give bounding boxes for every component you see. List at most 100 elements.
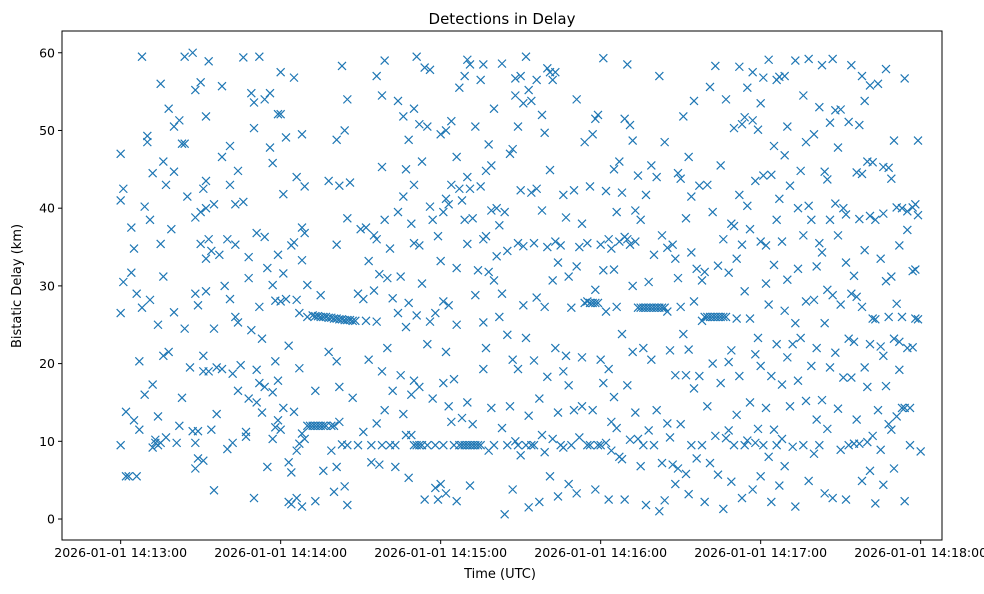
data-point (465, 184, 475, 194)
data-point (446, 116, 456, 126)
data-point (486, 403, 496, 413)
data-point (724, 357, 734, 367)
data-point (201, 286, 211, 296)
x-tick-label: 2026-01-01 14:17:00 (694, 545, 827, 560)
data-point (814, 440, 824, 450)
data-point (692, 264, 702, 274)
data-point (590, 298, 600, 308)
data-point (129, 415, 139, 425)
data-point (633, 434, 643, 444)
data-point (169, 307, 179, 317)
data-point (569, 405, 579, 415)
data-point (310, 496, 320, 506)
data-point (865, 80, 875, 90)
data-point (729, 221, 739, 231)
data-point (748, 67, 758, 77)
data-point (468, 213, 478, 223)
data-point (220, 281, 230, 291)
data-point (262, 462, 272, 472)
data-point (153, 320, 163, 330)
data-point (790, 56, 800, 65)
data-point (372, 234, 382, 244)
data-point (750, 176, 760, 186)
data-point (433, 231, 443, 241)
data-point (516, 450, 526, 460)
data-point (470, 122, 480, 132)
data-point (406, 390, 416, 400)
data-point (438, 440, 448, 450)
data-point (377, 162, 387, 172)
data-point (894, 365, 904, 375)
data-point (790, 502, 800, 512)
data-point (521, 52, 531, 62)
data-point (673, 168, 683, 178)
plot-area-frame (61, 30, 943, 541)
data-point (812, 415, 822, 424)
data-point (497, 423, 507, 433)
data-point (766, 497, 776, 507)
data-point (268, 158, 278, 168)
data-point (142, 131, 152, 141)
data-point (505, 149, 515, 159)
data-point (417, 157, 427, 166)
data-point (364, 355, 374, 365)
data-point (817, 395, 827, 405)
data-point (625, 435, 635, 445)
data-point (446, 417, 456, 427)
data-point (129, 244, 139, 254)
data-point (169, 167, 179, 177)
data-point (297, 255, 307, 265)
data-point (814, 102, 824, 112)
data-point (793, 203, 803, 213)
data-point (702, 180, 712, 190)
chart-title: Detections in Delay (429, 10, 576, 28)
data-point (516, 185, 526, 195)
data-point (820, 167, 830, 177)
data-point (852, 292, 862, 302)
data-point (401, 164, 411, 174)
data-point (764, 452, 774, 462)
data-point (161, 180, 171, 190)
data-point (772, 215, 782, 225)
data-point (742, 201, 752, 211)
data-point (825, 118, 835, 128)
data-point (532, 293, 542, 302)
data-point (318, 421, 328, 431)
data-point (865, 211, 875, 221)
data-point (428, 394, 438, 403)
data-point (524, 502, 534, 512)
data-point (425, 65, 435, 75)
data-point (854, 214, 864, 224)
data-point (742, 436, 752, 445)
data-point (190, 85, 200, 95)
data-point (753, 424, 763, 434)
data-point (809, 449, 819, 459)
data-point (260, 232, 270, 242)
data-point (444, 300, 454, 310)
data-point (294, 363, 304, 373)
data-point (617, 454, 627, 464)
data-point (657, 303, 667, 313)
data-point (449, 374, 459, 384)
data-point (902, 206, 912, 216)
data-point (737, 493, 747, 503)
x-tick-label: 2026-01-01 14:18:00 (854, 545, 984, 560)
data-point (430, 308, 440, 318)
data-point (809, 295, 819, 305)
data-point (657, 230, 667, 240)
data-point (518, 241, 528, 251)
data-point (809, 129, 819, 139)
data-point (289, 73, 299, 83)
data-point (356, 224, 366, 234)
data-point (297, 223, 307, 233)
data-point (300, 181, 310, 191)
y-tick-label: 10 (39, 434, 55, 449)
data-point (825, 215, 835, 225)
data-point (166, 224, 176, 234)
data-point (534, 497, 544, 507)
data-point (620, 114, 630, 124)
data-point (201, 254, 211, 264)
data-point (382, 273, 392, 283)
data-point (358, 294, 368, 304)
data-point (118, 277, 128, 287)
